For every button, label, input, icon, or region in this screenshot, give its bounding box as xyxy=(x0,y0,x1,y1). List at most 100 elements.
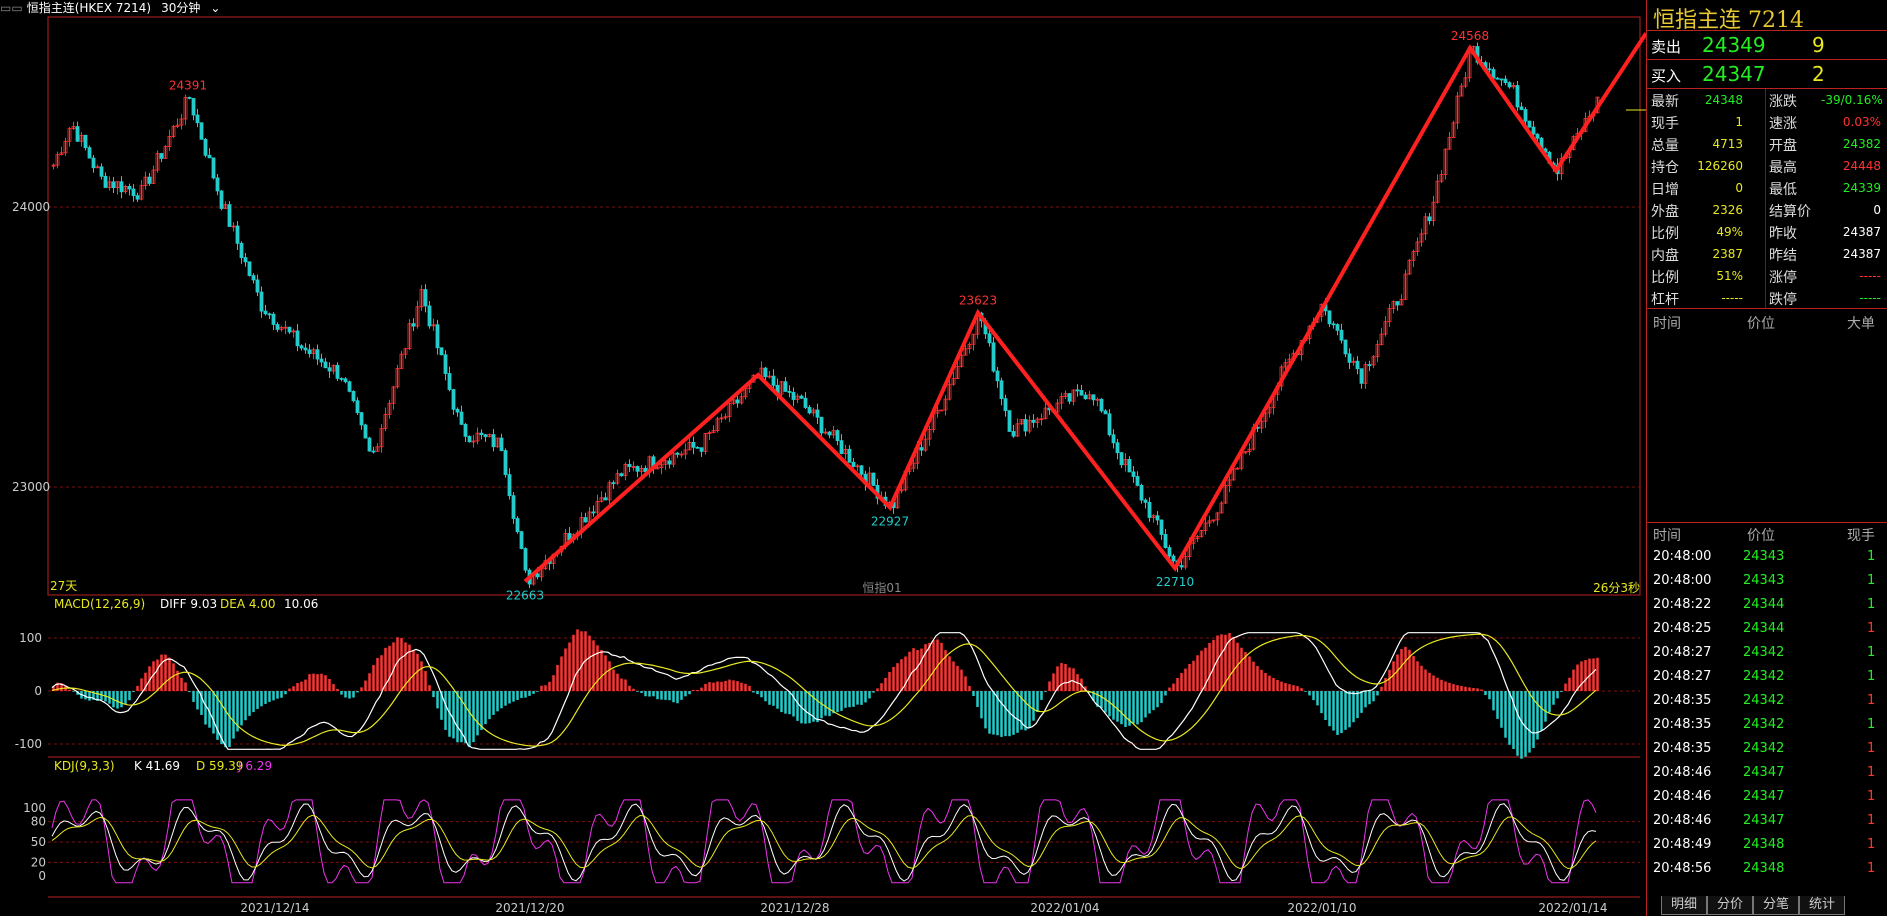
tick-row[interactable]: 20:48:25 24344 1 xyxy=(1647,617,1887,641)
candle-body xyxy=(991,342,996,372)
quote-key: 比例 xyxy=(1651,226,1679,242)
quote-value: 126260 xyxy=(1697,159,1743,173)
candle-body xyxy=(1511,85,1516,88)
quote-right-row: 最高 24448 xyxy=(1767,157,1887,179)
macd-axis-label: 0 xyxy=(34,684,42,698)
candle-body xyxy=(399,353,404,369)
macd-axis-label: 100 xyxy=(19,631,42,645)
candle-body xyxy=(1179,565,1184,568)
tab-price-dist[interactable]: 分价 xyxy=(1707,896,1753,915)
menu-icon[interactable]: ▭▭ xyxy=(0,1,23,15)
candle-body xyxy=(455,408,460,413)
tick-time: 20:48:27 xyxy=(1653,645,1712,660)
tick-price: 24347 xyxy=(1743,765,1785,780)
candle-body xyxy=(927,429,932,440)
macd-axis-label: -100 xyxy=(15,737,42,751)
candle-body xyxy=(55,154,60,166)
tick-time: 20:48:49 xyxy=(1653,837,1712,852)
quote-right-row: 昨结 24387 xyxy=(1767,245,1887,267)
quote-value: 0 xyxy=(1873,203,1881,217)
price-axis-label: 24000 xyxy=(12,200,50,214)
candle-body xyxy=(1427,216,1432,222)
candle-body xyxy=(163,146,168,159)
tick-row[interactable]: 20:48:27 24342 1 xyxy=(1647,665,1887,689)
buy-row[interactable]: 买入 24347 2 xyxy=(1647,59,1887,88)
quote-left-row: 内盘 2387 xyxy=(1647,245,1767,267)
tab-detail[interactable]: 明细 xyxy=(1661,896,1707,915)
candle-body xyxy=(1155,515,1160,521)
tick-row[interactable]: 20:48:27 24342 1 xyxy=(1647,641,1887,665)
quote-key: 结算价 xyxy=(1769,204,1811,220)
tick-price: 24342 xyxy=(1743,741,1785,756)
pivot-label: 22710 xyxy=(1156,575,1194,589)
quote-left-row: 最新 24348 xyxy=(1647,91,1767,113)
tick-time: 20:48:46 xyxy=(1653,813,1712,828)
candle-body xyxy=(167,136,172,148)
candle-body xyxy=(1335,324,1340,331)
sell-row[interactable]: 卖出 24349 9 xyxy=(1647,30,1887,59)
tick-row[interactable]: 20:48:00 24343 1 xyxy=(1647,569,1887,593)
candle-body xyxy=(1035,418,1040,423)
candle-body xyxy=(111,181,116,189)
tick-row[interactable]: 20:48:56 24348 1 xyxy=(1647,857,1887,881)
pivot-label: 24391 xyxy=(169,79,207,93)
quote-key: 昨结 xyxy=(1769,248,1797,264)
quote-value: 24387 xyxy=(1842,247,1881,261)
candle-body xyxy=(215,177,220,192)
quote-left-row: 持仓 126260 xyxy=(1647,157,1767,179)
candle-body xyxy=(1159,519,1164,535)
quote-value: 4713 xyxy=(1712,137,1743,151)
candle-body xyxy=(1447,137,1452,150)
candle-body xyxy=(511,495,516,519)
tab-tick[interactable]: 分笔 xyxy=(1753,896,1799,915)
chart-area[interactable]: 24000 23000 24391 22663 22927 23623 22710 24568… xyxy=(0,0,1646,916)
tick-row[interactable]: 20:48:35 24342 1 xyxy=(1647,713,1887,737)
candle-body xyxy=(827,431,832,436)
candle-body xyxy=(643,467,648,473)
candle-body xyxy=(951,378,956,385)
candle-body xyxy=(935,409,940,414)
candle-body xyxy=(1227,479,1232,486)
tick-row[interactable]: 20:48:46 24347 1 xyxy=(1647,809,1887,833)
candle-body xyxy=(1143,499,1148,503)
candle-body xyxy=(1487,68,1492,71)
candle-body xyxy=(107,181,112,188)
kdj-axis-label: 0 xyxy=(38,869,46,883)
tick-row[interactable]: 20:48:46 24347 1 xyxy=(1647,761,1887,785)
period-selector[interactable]: 30分钟 ⌄ xyxy=(161,1,230,15)
tab-stats[interactable]: 统计 xyxy=(1799,896,1845,915)
candle-body xyxy=(1203,522,1208,531)
candle-body xyxy=(999,380,1004,400)
candle-body xyxy=(99,166,104,177)
candle-body xyxy=(1059,396,1064,404)
quote-key: 开盘 xyxy=(1769,138,1797,154)
candle-body xyxy=(1399,298,1404,306)
sell-price: 24349 xyxy=(1702,33,1766,57)
candle-body xyxy=(1215,512,1220,521)
kline-chart[interactable]: 24000 23000 24391 22663 22927 23623 22710 24568… xyxy=(0,0,1646,916)
candle-body xyxy=(115,181,120,189)
tick-row[interactable]: 20:48:00 24343 1 xyxy=(1647,545,1887,569)
quote-key: 持仓 xyxy=(1651,160,1679,176)
quote-key: 速涨 xyxy=(1769,116,1797,132)
candle-body xyxy=(219,190,224,209)
candle-body xyxy=(75,126,80,142)
candle-body xyxy=(791,392,796,400)
candle-body xyxy=(1123,459,1128,466)
tick-row[interactable]: 20:48:35 24342 1 xyxy=(1647,689,1887,713)
tick-row[interactable]: 20:48:49 24348 1 xyxy=(1647,833,1887,857)
candle-body xyxy=(711,430,716,434)
tick-price: 24348 xyxy=(1743,837,1785,852)
quote-right-row: 跌停 ----- xyxy=(1767,289,1887,311)
candle-body xyxy=(819,416,824,434)
tick-time: 20:48:27 xyxy=(1653,669,1712,684)
tick-time: 20:48:56 xyxy=(1653,861,1712,876)
tick-row[interactable]: 20:48:22 24344 1 xyxy=(1647,593,1887,617)
tick-time: 20:48:35 xyxy=(1653,741,1712,756)
tick-row[interactable]: 20:48:35 24342 1 xyxy=(1647,737,1887,761)
macd-dea-label: DEA 4.00 xyxy=(220,597,276,611)
quote-value: 51% xyxy=(1716,269,1743,283)
candle-body xyxy=(639,467,644,472)
tick-price: 24344 xyxy=(1743,621,1785,636)
tick-row[interactable]: 20:48:46 24347 1 xyxy=(1647,785,1887,809)
